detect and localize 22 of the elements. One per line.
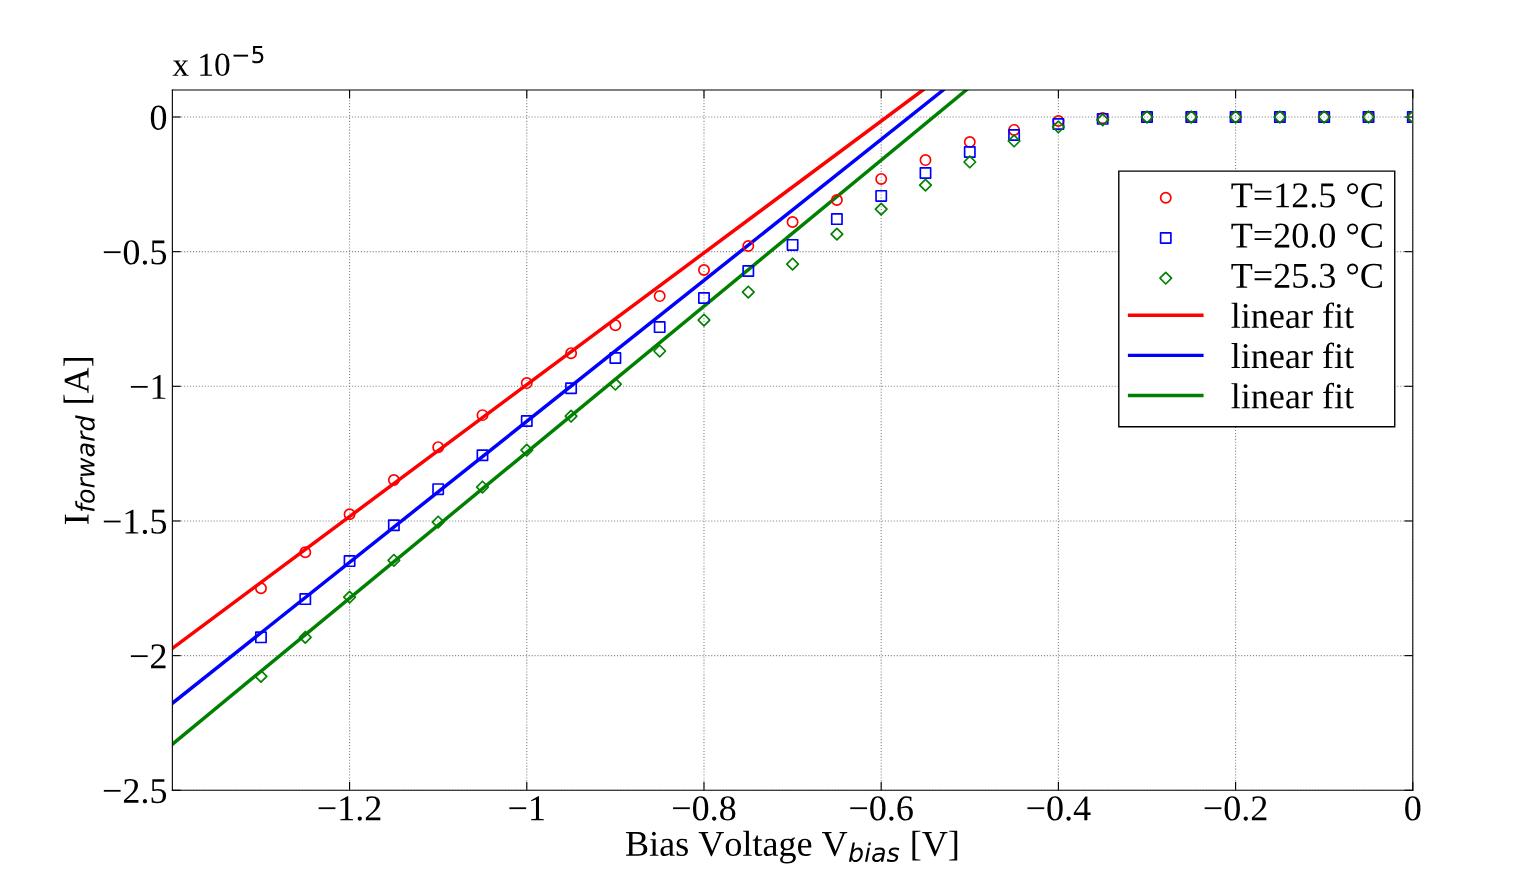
y-tick-label: −1.5	[103, 509, 167, 535]
x-tick-label: −1	[509, 796, 544, 821]
text: x 10$^{−5}$	[172, 45, 264, 77]
legend-label: linear fit	[1231, 302, 1354, 329]
legend-label: linear fit	[1231, 342, 1354, 369]
x-tick-label: −0.2	[1204, 796, 1267, 821]
x-axis-title: Bias Voltage V$_{bias}$ [V]	[626, 830, 958, 864]
x-tick-label: −0.6	[850, 796, 913, 821]
legend-label: linear fit	[1231, 382, 1354, 409]
legend-label: T=25.3 °C	[1231, 263, 1382, 289]
y-tick-label: −1	[130, 375, 166, 399]
x-tick-label: −0.8	[673, 796, 736, 821]
y-tick-label: 0	[150, 105, 167, 130]
legend-label: T=20.0 °C	[1231, 223, 1382, 248]
legend-label: T=12.5 °C	[1231, 183, 1382, 208]
y-axis-title: I$_{forward}$ [A]	[63, 358, 95, 524]
x-tick-label: −1.2	[318, 796, 381, 821]
x-tick-label: 0	[1405, 796, 1421, 821]
y-tick-label: −2.5	[103, 778, 167, 804]
y-tick-label: −2	[130, 644, 166, 669]
x-tick-label: −0.4	[1027, 796, 1091, 821]
y-tick-label: −0.5	[103, 240, 167, 265]
